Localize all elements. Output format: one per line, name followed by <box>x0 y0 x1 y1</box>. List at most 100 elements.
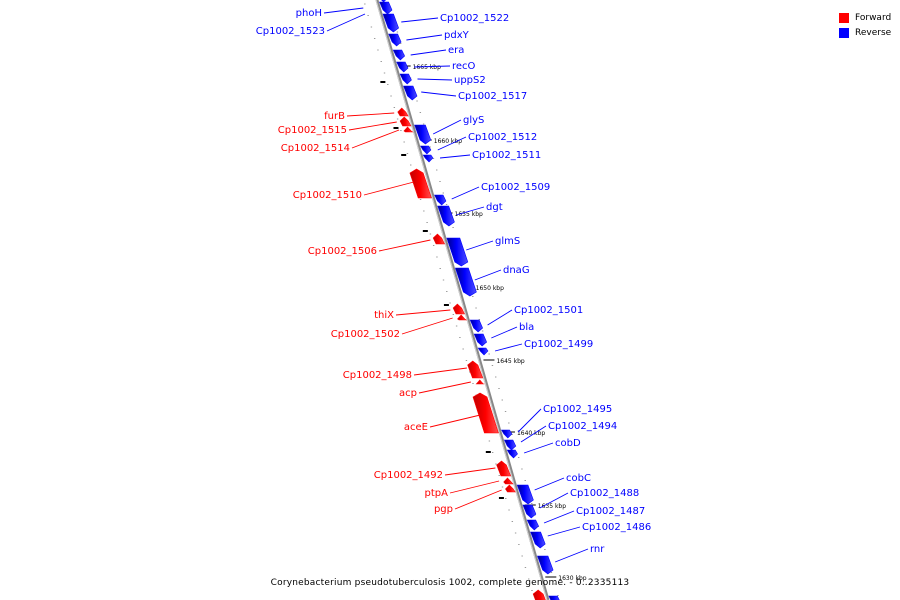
gene-block <box>382 13 399 33</box>
gene-shape <box>548 595 560 600</box>
gene-shape <box>397 107 409 117</box>
gene-block <box>503 439 517 451</box>
gene-name: aceE <box>404 422 428 433</box>
gene-name: Cp1002_1506 <box>308 246 377 257</box>
gene-label-glms: glmS <box>466 236 520 251</box>
gene-label-dnag: dnaG <box>474 265 530 281</box>
gene-shape <box>469 319 483 333</box>
gene-name: bla <box>519 322 534 333</box>
gene-name: Cp1002_1502 <box>331 329 400 340</box>
reverse-swatch <box>839 27 849 38</box>
gene-leader-line <box>406 34 443 41</box>
gene-shape <box>473 333 487 347</box>
gene-features <box>379 0 560 600</box>
gene-name: cobD <box>555 438 581 449</box>
gene-shape <box>434 194 447 206</box>
gene-label-cp1002-1512: Cp1002_1512 <box>437 132 537 151</box>
gene-block <box>454 267 477 297</box>
gene-label-cp1002-1492: Cp1002_1492 <box>374 467 496 481</box>
gene-name: Cp1002_1515 <box>278 125 347 136</box>
gene-leader-line <box>555 548 589 563</box>
gene-block <box>403 126 414 133</box>
gene-shape <box>403 126 414 133</box>
gene-shape <box>530 531 546 549</box>
gene-shape <box>475 379 485 385</box>
gene-shape <box>477 347 489 356</box>
gene-shape <box>496 460 512 477</box>
gene-leader-line <box>418 381 471 394</box>
gene-leader-line <box>466 240 494 251</box>
gene-label-phoh: phoH <box>296 7 364 19</box>
gene-name: Cp1002_1523 <box>256 26 325 37</box>
gene-block <box>399 73 412 85</box>
gene-label-rnr: rnr <box>555 544 605 563</box>
gene-label-cp1002-1488: Cp1002_1488 <box>539 488 639 509</box>
gene-label-pdxy: pdxY <box>406 30 470 41</box>
gene-label-cp1002-1523: Cp1002_1523 <box>256 13 366 37</box>
scale-label: 1645 kbp <box>496 358 524 365</box>
gene-leader-line <box>413 367 467 376</box>
gene-block <box>496 460 512 477</box>
gene-leader-line <box>517 408 542 433</box>
gene-shape <box>432 233 446 245</box>
gene-shape <box>526 519 539 531</box>
gene-name: dgt <box>486 202 503 213</box>
gene-name: thiX <box>374 310 394 321</box>
gene-leader-line <box>323 7 364 14</box>
gene-block <box>532 589 546 600</box>
gene-leader-line <box>378 239 431 252</box>
gene-name: era <box>448 45 464 56</box>
gene-leader-line <box>454 489 502 510</box>
gene-block <box>477 347 489 356</box>
gene-name: Cp1002_1499 <box>524 339 593 350</box>
gene-name: ptpA <box>425 488 449 499</box>
gene-leader-line <box>421 91 457 97</box>
gene-name: Cp1002_1494 <box>548 421 617 432</box>
gene-leader-line <box>539 492 569 509</box>
gene-shape <box>437 205 455 227</box>
scale-label: 1660 kbp <box>434 138 462 145</box>
gene-leader-line <box>401 17 439 23</box>
gene-leader-line <box>326 13 366 32</box>
gene-shape <box>409 168 432 199</box>
gene-shape <box>532 589 546 600</box>
gene-name: Cp1002_1509 <box>481 182 550 193</box>
gene-name: Cp1002_1495 <box>543 404 612 415</box>
gene-leader-line <box>346 112 395 117</box>
gene-name: Cp1002_1511 <box>472 150 541 161</box>
gene-label-cp1002-1494: Cp1002_1494 <box>520 421 617 443</box>
gene-block <box>399 116 412 127</box>
genome-backbone <box>375 0 550 600</box>
gene-block <box>397 107 409 117</box>
gene-label-upps2: uppS2 <box>417 75 486 86</box>
gene-label-cp1002-1522: Cp1002_1522 <box>401 13 509 24</box>
legend-reverse: Reverse <box>839 25 899 40</box>
gene-shape <box>422 154 434 163</box>
gene-label-cp1002-1499: Cp1002_1499 <box>494 339 593 352</box>
gene-block <box>501 429 513 439</box>
gene-block <box>392 49 405 61</box>
gene-label-cobc: cobC <box>534 473 591 491</box>
gene-label-cp1002-1514: Cp1002_1514 <box>281 129 400 154</box>
gene-leader-line <box>417 78 453 81</box>
gene-leader-line <box>437 136 467 151</box>
gene-leader-line <box>351 129 400 149</box>
gene-block <box>503 477 514 485</box>
gene-block <box>403 85 418 101</box>
scale-label: 1640 kbp <box>517 430 545 437</box>
gene-shape <box>381 0 386 3</box>
gene-shape <box>501 429 513 439</box>
gene-label-cp1002-1506: Cp1002_1506 <box>308 239 431 257</box>
gene-shape <box>537 555 554 575</box>
gene-leader-line <box>547 526 581 537</box>
gene-shape <box>399 116 412 127</box>
backbone-highlight <box>375 0 548 600</box>
gene-leader-line <box>494 343 523 352</box>
scale-label: 1630 kbp <box>558 575 586 582</box>
gene-leader-line <box>487 309 513 326</box>
gene-label-cp1002-1487: Cp1002_1487 <box>543 506 645 524</box>
gene-label-cobd: cobD <box>523 438 581 454</box>
gene-block <box>548 595 560 600</box>
gene-label-cp1002-1502: Cp1002_1502 <box>331 317 453 340</box>
